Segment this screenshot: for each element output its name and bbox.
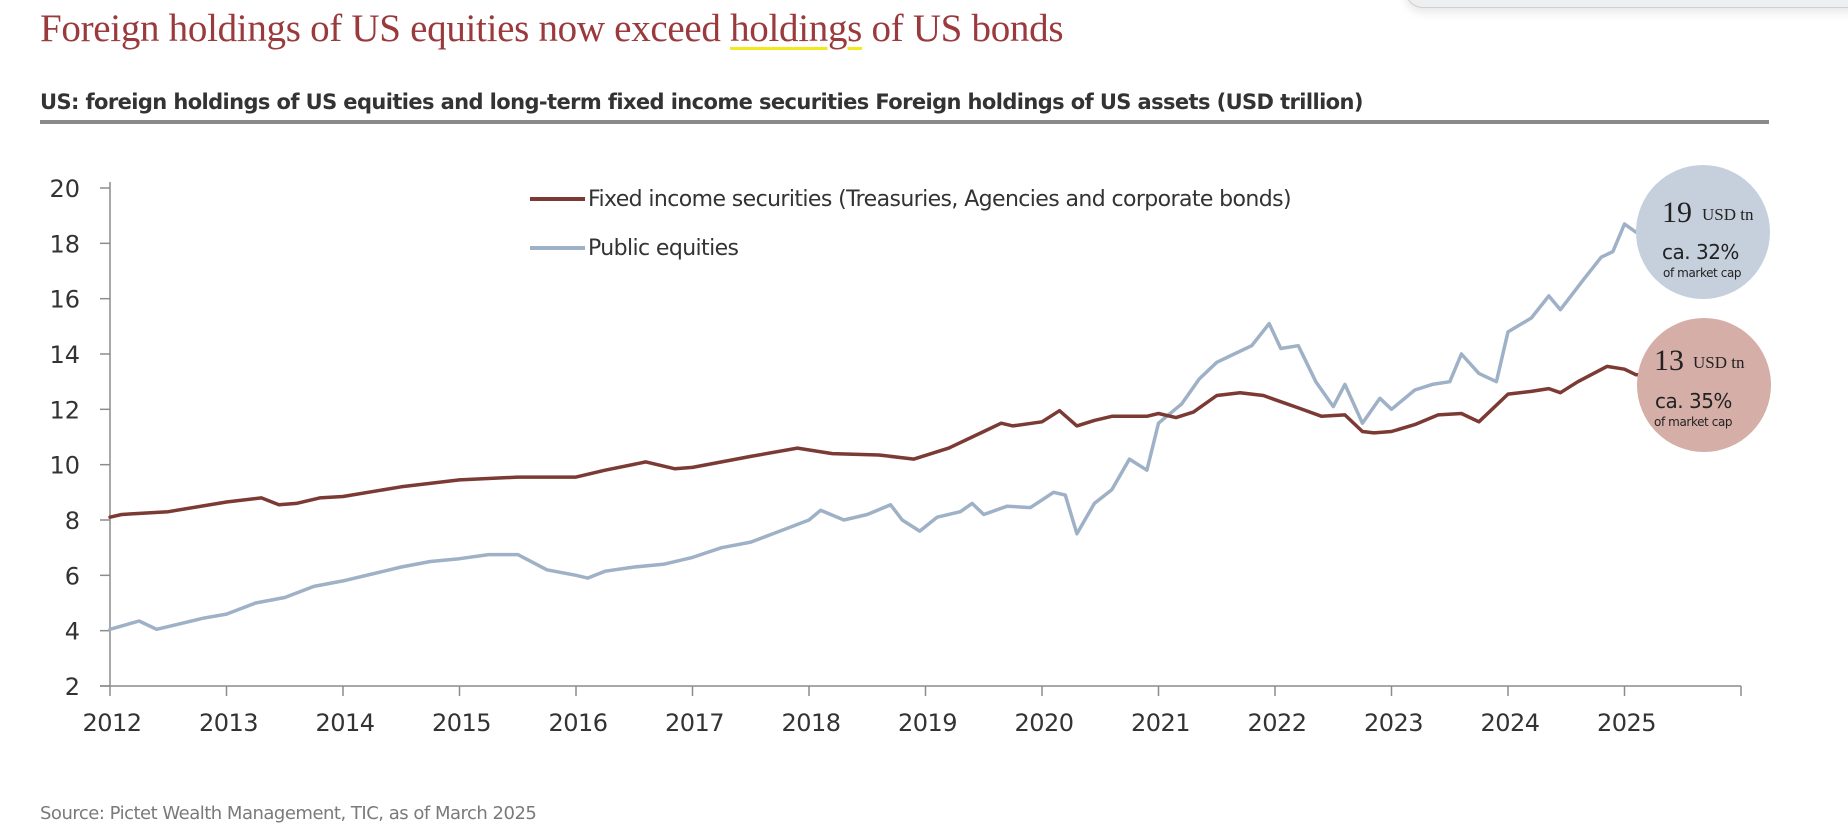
subtitle-divider [40,120,1769,124]
title-part-2: of US bonds [862,7,1064,50]
equities-badge-value: 19 [1662,196,1692,229]
x-tick-label: 2014 [315,709,374,737]
equities-badge-unit: USD tn [1702,205,1754,224]
x-tick-label: 2021 [1131,709,1190,737]
axes: 2 4 6 8 10 12 14 16 18 20 2012 2013 2014 2015 2016 2017… [49,175,1742,737]
y-tick-label: 20 [49,175,80,203]
y-tick-label: 12 [49,396,80,424]
fixed-income-line [108,364,1650,519]
x-tick-label: 2020 [1014,709,1073,737]
equities-line [108,216,1650,632]
legend: Fixed income securities (Treasuries, Age… [530,187,1292,261]
x-tick-label: 2025 [1597,709,1656,737]
y-tick-label: 14 [49,341,80,369]
fixed-income-badge [1637,318,1771,452]
title-part-1: Foreign holdings of US equities now exce… [40,7,731,50]
source-note: Source: Pictet Wealth Management, TIC, a… [40,803,537,824]
value-badges: 19 USD tn ca. 32% of market cap 13 USD t… [1636,165,1771,452]
x-tick-label: 2023 [1364,709,1423,737]
y-tick-label: 16 [49,286,80,314]
equities-badge-note: of market cap [1663,266,1741,280]
y-tick-label: 18 [49,230,80,258]
y-tick-label: 2 [65,673,80,701]
legend-label-equities: Public equities [588,236,739,261]
y-tick-label: 4 [65,618,80,646]
x-tick-label: 2024 [1480,709,1539,737]
x-tick-label: 2018 [781,709,840,737]
fixed-income-badge-value: 13 [1654,344,1684,377]
y-tick-label: 10 [49,452,80,480]
equities-badge-share: ca. 32% [1662,240,1739,264]
x-tick-label: 2013 [199,709,258,737]
title-highlighted-word: holdings [730,7,863,50]
series-lines [108,216,1650,632]
y-tick-label: 6 [65,562,80,590]
legend-label-fixed-income: Fixed income securities (Treasuries, Age… [588,187,1291,212]
x-tick-label: 2017 [665,709,724,737]
y-tick-label: 8 [65,507,80,535]
x-tick-label: 2015 [432,709,491,737]
x-tick-label: 2012 [82,709,141,737]
x-tick-label: 2022 [1247,709,1306,737]
page-title: Foreign holdings of US equities now exce… [40,6,1064,51]
chart-subtitle: US: foreign holdings of US equities and … [40,90,1363,114]
x-tick-label: 2016 [548,709,607,737]
fixed-income-badge-share: ca. 35% [1655,389,1732,413]
x-tick-label: 2019 [898,709,957,737]
fixed-income-badge-unit: USD tn [1693,353,1745,372]
fixed-income-badge-note: of market cap [1654,415,1732,429]
equities-badge [1636,165,1770,299]
